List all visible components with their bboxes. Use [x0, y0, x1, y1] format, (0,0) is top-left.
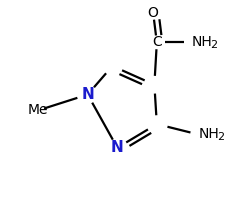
Text: NH: NH — [199, 127, 220, 141]
Text: NH: NH — [191, 35, 212, 49]
Text: C: C — [152, 35, 162, 49]
Text: N: N — [81, 87, 94, 102]
Text: 2: 2 — [217, 132, 225, 142]
Text: Me: Me — [28, 103, 48, 117]
Text: N: N — [111, 140, 124, 155]
Text: 2: 2 — [210, 40, 217, 50]
Text: O: O — [148, 6, 159, 20]
